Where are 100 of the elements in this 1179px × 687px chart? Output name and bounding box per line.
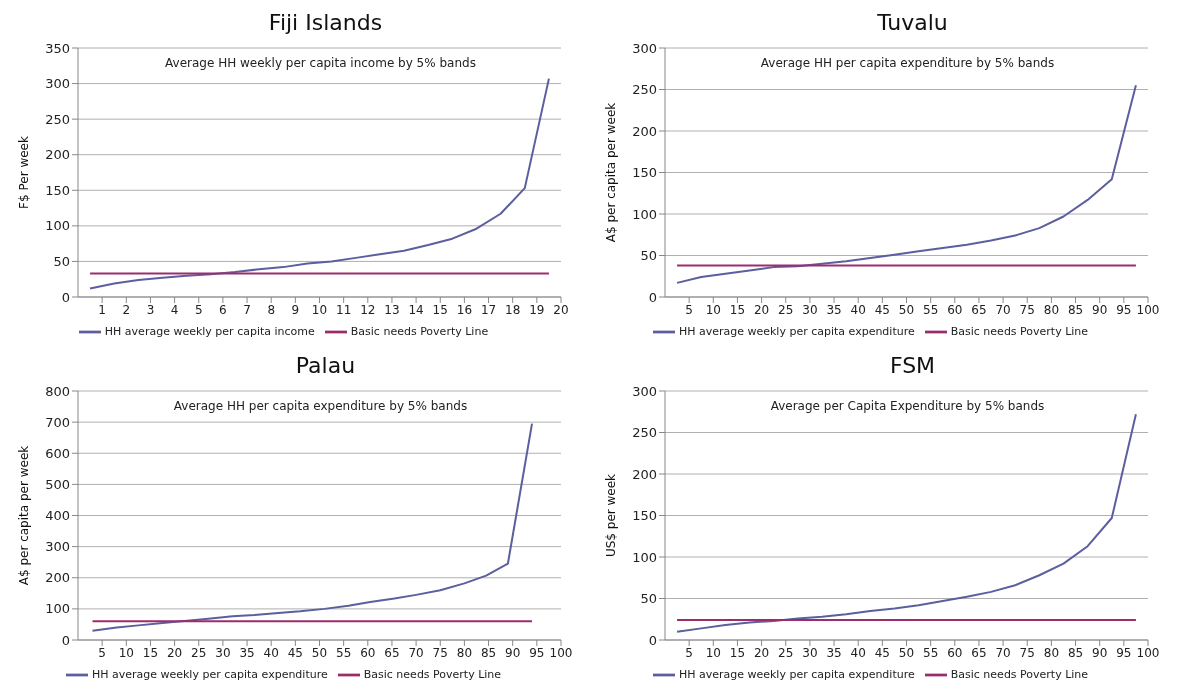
- x-tick-label: 40: [263, 645, 279, 660]
- y-tick-label: 600: [45, 445, 70, 461]
- chart-title: Palau: [294, 352, 357, 380]
- y-tick-label: 200: [632, 123, 657, 139]
- y-tick-label: 300: [632, 40, 657, 56]
- y-tick-label: 100: [632, 549, 657, 565]
- y-tick-label: 100: [632, 206, 657, 222]
- x-tick-label: 14: [408, 302, 424, 317]
- x-tick-label: 35: [239, 645, 255, 660]
- y-axis-title: F$ Per week: [17, 136, 32, 209]
- x-tick-label: 80: [456, 645, 473, 660]
- y-tick-label: 100: [45, 601, 70, 617]
- x-tick-label: 9: [291, 302, 300, 317]
- y-axis-title: A$ per capita per week: [17, 445, 32, 586]
- x-tick-label: 25: [778, 302, 794, 317]
- y-tick-label: 800: [45, 383, 70, 399]
- line-series: [676, 84, 1137, 284]
- x-tick-label: 25: [778, 645, 794, 660]
- y-tick-label: 150: [45, 182, 70, 198]
- x-tick-label: 8: [267, 302, 276, 317]
- x-tick-label: 70: [408, 645, 424, 660]
- line-series: [676, 413, 1137, 633]
- x-tick-label: 60: [947, 645, 963, 660]
- chart-title: Tuvalu: [876, 9, 949, 37]
- x-tick-label: 7: [243, 302, 251, 317]
- legend-label: Basic needs Poverty Line: [950, 668, 1089, 681]
- x-tick-label: 60: [947, 302, 963, 317]
- y-tick-label: 300: [632, 383, 657, 399]
- text: Average HH per capita expenditure by 5% bands: [172, 399, 469, 413]
- y-tick-label: 400: [45, 508, 70, 524]
- x-tick-label: 25: [191, 645, 207, 660]
- x-tick-label: 12: [360, 302, 376, 317]
- x-tick-label: 95: [529, 645, 545, 660]
- x-tick-label: 30: [802, 645, 818, 660]
- legend-label: HH average weekly per capita expenditure: [678, 668, 915, 681]
- y-tick-label: 500: [45, 476, 70, 492]
- x-tick-label: 20: [166, 645, 183, 660]
- y-tick-label: 200: [632, 466, 657, 482]
- x-tick-label: 6: [219, 302, 227, 317]
- y-tick-label: 200: [45, 147, 70, 163]
- x-tick-label: 15: [729, 302, 746, 317]
- text: Average per Capita Expenditure by 5% bands: [769, 399, 1046, 413]
- x-tick-label: 55: [336, 645, 352, 660]
- x-tick-label: 75: [1019, 645, 1035, 660]
- x-tick-label: 17: [480, 302, 497, 317]
- x-tick-label: 65: [384, 645, 400, 660]
- x-tick-label: 45: [874, 302, 890, 317]
- y-axis-title: A$ per capita per week: [604, 102, 619, 243]
- x-tick-label: 45: [874, 645, 890, 660]
- x-tick-label: 15: [729, 645, 746, 660]
- y-tick-label: 0: [61, 289, 70, 305]
- legend-label: HH average weekly per capita expenditure: [678, 325, 915, 338]
- x-tick-label: 85: [480, 645, 497, 660]
- x-tick-label: 65: [971, 302, 987, 317]
- x-tick-label: 70: [995, 302, 1011, 317]
- legend-label: HH average weekly per capita expenditure: [91, 668, 328, 681]
- x-tick-label: 1: [98, 302, 106, 317]
- x-tick-label: 18: [505, 302, 521, 317]
- x-tick-label: 90: [1092, 645, 1108, 660]
- x-tick-label: 90: [505, 645, 521, 660]
- y-tick-label: 300: [45, 76, 70, 92]
- x-tick-label: 50: [898, 645, 915, 660]
- y-tick-label: 250: [632, 82, 657, 98]
- x-tick-label: 50: [311, 645, 328, 660]
- x-tick-label: 20: [753, 645, 770, 660]
- x-tick-label: 95: [1116, 645, 1132, 660]
- x-tick-label: 20: [753, 302, 770, 317]
- y-tick-label: 250: [45, 111, 70, 127]
- x-tick-label: 3: [146, 302, 155, 317]
- x-tick-label: 16: [456, 302, 473, 317]
- y-tick-label: 100: [45, 218, 70, 234]
- x-tick-label: 55: [923, 645, 939, 660]
- x-tick-label: 10: [705, 645, 721, 660]
- line-series: [91, 422, 534, 632]
- y-tick-label: 150: [632, 508, 657, 524]
- x-tick-label: 11: [336, 302, 352, 317]
- x-tick-label: 100: [1136, 645, 1160, 660]
- x-tick-label: 5: [194, 302, 203, 317]
- y-tick-label: 150: [632, 165, 657, 181]
- x-tick-label: 40: [850, 302, 866, 317]
- y-tick-label: 50: [640, 591, 657, 607]
- x-tick-label: 70: [995, 645, 1011, 660]
- legend-label: Basic needs Poverty Line: [363, 668, 502, 681]
- x-tick-label: 13: [384, 302, 400, 317]
- legend-label: Basic needs Poverty Line: [950, 325, 1089, 338]
- x-tick-label: 80: [1043, 302, 1060, 317]
- x-tick-label: 10: [118, 645, 134, 660]
- y-tick-label: 0: [61, 632, 70, 648]
- y-tick-label: 300: [45, 539, 70, 555]
- x-tick-label: 20: [553, 302, 569, 317]
- x-tick-label: 85: [1067, 645, 1084, 660]
- x-tick-label: 10: [705, 302, 721, 317]
- chart-title: Fiji Islands: [267, 9, 384, 37]
- legend-label: Basic needs Poverty Line: [350, 325, 489, 338]
- x-tick-label: 30: [802, 302, 818, 317]
- x-tick-label: 50: [898, 302, 915, 317]
- x-tick-label: 80: [1043, 645, 1060, 660]
- text: Average HH weekly per capita income by 5% bands: [164, 56, 477, 70]
- y-tick-label: 250: [632, 425, 657, 441]
- y-tick-label: 50: [53, 254, 70, 270]
